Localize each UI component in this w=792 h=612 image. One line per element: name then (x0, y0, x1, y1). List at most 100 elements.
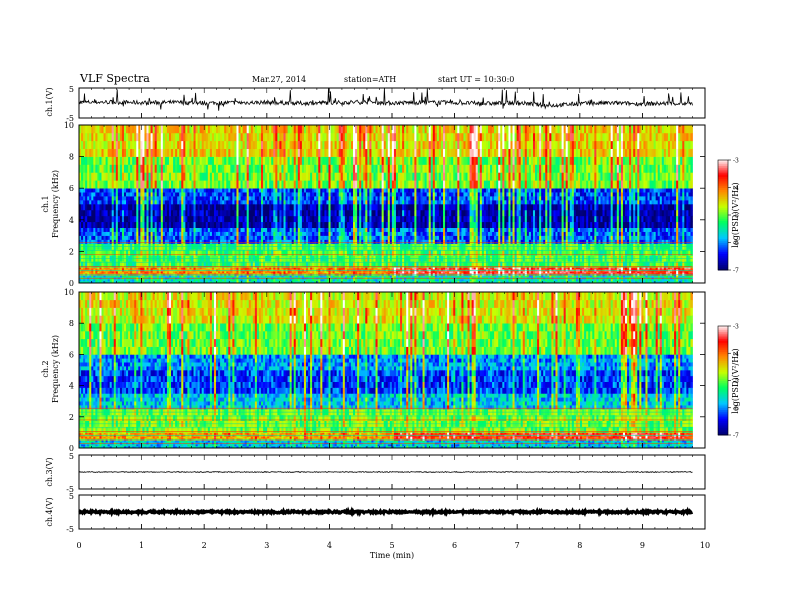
spectrogram-cell (528, 271, 532, 274)
spectrogram-cell (616, 235, 620, 240)
spectrogram-cell (524, 267, 528, 270)
spectrogram-cell (475, 281, 479, 284)
spectrogram-cell (193, 249, 196, 256)
spectrogram-cell (551, 249, 554, 256)
spectrogram-cell (643, 279, 646, 282)
spectrogram-cell (463, 231, 466, 236)
spectrogram-cell (283, 271, 286, 274)
spectrogram-cell (305, 235, 309, 240)
spectrogram-cell (156, 221, 160, 228)
spectrogram-cell (565, 239, 569, 244)
spectrogram-cell (459, 279, 462, 282)
spectrogram-cell (279, 281, 282, 284)
spectrogram-cell (195, 239, 198, 244)
spectrogram-cell (326, 281, 329, 284)
spectrogram-cell (596, 271, 599, 274)
spectrogram-cell (672, 249, 675, 256)
spectrogram-cell (99, 267, 102, 270)
spectrogram-cell (287, 267, 291, 270)
spectrogram-cell (261, 271, 264, 274)
spectrogram-cell (612, 239, 616, 244)
spectrogram-cell (197, 281, 201, 284)
spectrogram-cell (682, 249, 685, 256)
spectrogram-cell (653, 239, 657, 244)
spectrogram-cell (357, 275, 360, 278)
spectrogram-cell (203, 281, 207, 284)
spectrogram-cell (596, 261, 599, 268)
spectrogram-cell (146, 275, 149, 278)
spectrogram-cell (195, 279, 198, 282)
spectrogram-cell (647, 275, 650, 278)
spectrogram-cell (483, 239, 487, 244)
spectrogram-cell (428, 281, 432, 284)
spectrogram-cell (557, 249, 560, 256)
spectrogram-cell (338, 279, 342, 282)
spectrogram-cell (297, 249, 301, 256)
spectrogram-cell (391, 227, 395, 232)
spectrogram-cell (283, 235, 286, 240)
spectrogram-cell (494, 249, 497, 256)
spectrogram-cell (346, 227, 350, 232)
spectrogram-cell (577, 267, 581, 270)
spectrogram-cell (234, 281, 237, 284)
spectrogram-cell (559, 279, 562, 282)
spectrogram-cell (316, 279, 319, 282)
spectrogram-cell (477, 227, 481, 232)
spectrogram-cell (676, 279, 679, 282)
spectrogram-cell (344, 281, 348, 284)
spectrogram-cell (537, 231, 540, 236)
spectrogram-cell (138, 231, 141, 236)
spectrogram-cell (275, 261, 278, 268)
spectrogram-cell (361, 271, 364, 274)
spectrogram-cell (426, 235, 430, 240)
spectrogram-cell (440, 275, 444, 278)
spectrogram-cell (355, 275, 358, 278)
spectrogram-cell (369, 249, 372, 256)
spectrogram-cell (263, 235, 266, 240)
spectrogram-cell (205, 221, 209, 228)
spectrogram-cell (663, 279, 667, 282)
spectrogram-cell (539, 235, 542, 240)
spectrogram-cell (512, 281, 515, 284)
spectrogram-cell (148, 227, 151, 232)
spectrogram-cell (185, 235, 188, 240)
spectrogram-cell (203, 267, 207, 270)
spectrogram-cell (473, 235, 477, 240)
spectrogram-cell (637, 261, 640, 268)
spectrogram-cell (130, 275, 133, 278)
spectrogram-cell (152, 231, 156, 236)
spectrogram-cell (522, 261, 526, 268)
spectrogram-cell (142, 239, 145, 244)
spectrogram-cell (535, 239, 538, 244)
spectrogram-cell (160, 267, 164, 270)
spectrogram-cell (123, 279, 127, 282)
spectrogram-cell (213, 231, 217, 236)
spectrogram-cell (661, 275, 665, 278)
spectrogram-cell (105, 221, 109, 228)
spectrogram-cell (175, 271, 178, 274)
spectrogram-cell (455, 227, 458, 232)
spectrogram-cell (379, 235, 383, 240)
spectrogram-cell (189, 239, 192, 244)
spectrogram-cell (334, 227, 338, 232)
spectrogram-cell (443, 235, 446, 240)
spectrogram-cell (631, 231, 634, 236)
spectrogram-cell (502, 227, 505, 232)
spectrogram-cell (289, 227, 293, 232)
spectrogram-cell (207, 239, 211, 244)
spectrogram-cell (126, 261, 129, 268)
spectrogram-cell (175, 249, 178, 256)
spectrogram-cell (514, 227, 518, 232)
spectrogram-cell (134, 279, 137, 282)
spectrogram-cell (181, 271, 184, 274)
spectrogram-cell (440, 239, 444, 244)
spectrogram-cell (250, 261, 254, 268)
spectrogram-cell (326, 279, 329, 282)
spectrogram-cell (318, 261, 321, 268)
spectrogram-cell (158, 231, 162, 236)
spectrogram-cell (479, 275, 483, 278)
spectrogram-cell (213, 221, 217, 228)
spectrogram-cell (645, 281, 648, 284)
spectrogram-cell (81, 231, 84, 236)
spectrogram-cell (690, 279, 693, 282)
